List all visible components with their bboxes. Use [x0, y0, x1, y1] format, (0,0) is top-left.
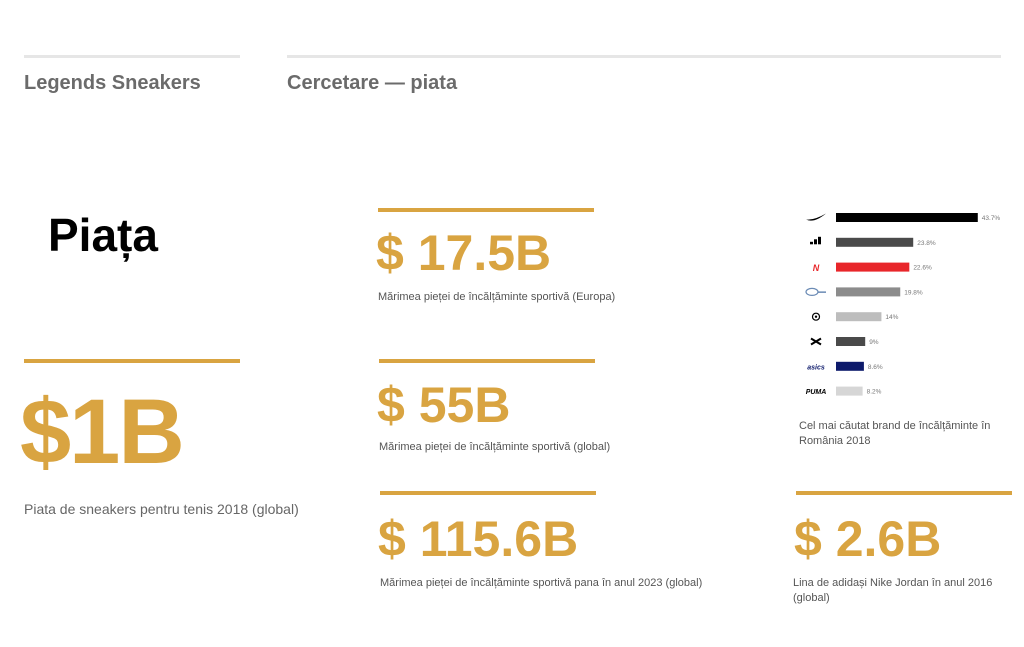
europe-stat-rule — [378, 208, 594, 212]
new-balance-logo-icon: N — [813, 263, 820, 273]
brand-header: Legends Sneakers — [24, 72, 201, 94]
bar — [836, 287, 901, 297]
svg-text:asics: asics — [807, 364, 825, 371]
forecast-stat-caption: Mărimea pieței de încălțăminte sportivă … — [380, 577, 703, 589]
bar-value-label: 8.6% — [868, 364, 883, 371]
svg-text:N: N — [813, 263, 820, 273]
tennis-stat-rule — [24, 359, 240, 363]
jordan-stat-caption-line2: (global) — [793, 592, 830, 604]
bar — [836, 237, 914, 247]
bar — [836, 337, 866, 346]
bar-value-label: 8.2% — [867, 389, 882, 396]
puma-logo-icon: PUMA — [806, 389, 827, 396]
converse-logo-icon — [811, 312, 821, 321]
global-stat-caption: Mărimea pieței de încălțăminte sportivă … — [379, 441, 611, 453]
bar — [836, 262, 910, 272]
forecast-stat-rule — [380, 491, 596, 495]
header-rule-right — [287, 55, 1001, 58]
reebok-logo-icon — [805, 287, 826, 297]
bar-value-label: 23.8% — [917, 240, 936, 247]
jordan-stat-value: $ 2.6B — [794, 511, 942, 567]
section-header: Cercetare — piata — [287, 72, 458, 94]
global-stat-value: $ 55B — [377, 377, 511, 433]
forecast-stat-value: $ 115.6B — [378, 511, 579, 567]
tennis-stat-value: $1B — [20, 381, 185, 483]
bar — [836, 213, 978, 222]
jordan-stat-caption-line1: Lina de adidași Nike Jordan în anul 2016 — [793, 577, 993, 589]
bar — [836, 312, 882, 322]
europe-stat-value: $ 17.5B — [376, 225, 552, 281]
global-stat-rule — [379, 359, 595, 363]
jordan-stat-rule — [796, 491, 1012, 495]
page-title: Piața — [48, 209, 158, 261]
bar-value-label: 22.6% — [913, 265, 932, 272]
nike-swoosh-icon — [806, 213, 826, 221]
brand-search-chart: 43.7% 23.8% N 22.6% 19.8% 14% 9% asics 8.6% PUMA 8… — [805, 213, 1001, 396]
bar-value-label: 14% — [885, 314, 898, 321]
europe-stat-caption: Mărimea pieței de încălțăminte sportivă … — [378, 291, 616, 303]
tennis-stat-caption: Piata de sneakers pentru tenis 2018 (glo… — [24, 501, 299, 517]
svg-text:PUMA: PUMA — [806, 389, 827, 396]
chart-caption-line1: Cel mai căutat brand de încălțăminte în — [799, 420, 991, 432]
under-armour-logo-icon — [810, 337, 822, 346]
bar-value-label: 19.8% — [904, 289, 923, 296]
bar — [836, 361, 864, 371]
bar — [836, 386, 863, 396]
asics-logo-icon: asics — [807, 364, 825, 371]
bar-value-label: 43.7% — [982, 215, 1001, 222]
header-rule-left — [24, 55, 240, 58]
bar-value-label: 9% — [869, 339, 879, 346]
adidas-logo-icon — [810, 236, 821, 245]
chart-caption-line2: România 2018 — [799, 435, 871, 447]
